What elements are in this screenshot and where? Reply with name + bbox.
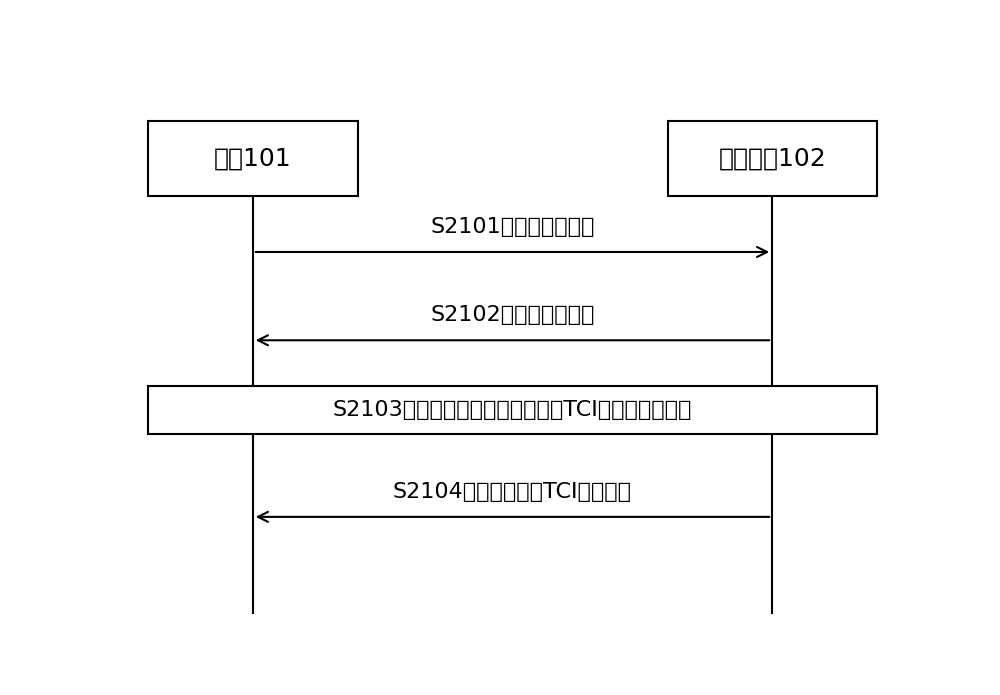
Bar xyxy=(668,121,877,196)
Text: 终端101: 终端101 xyxy=(214,147,292,170)
Text: S2103、根据终端能力确定激活的TCI状态的应用时机: S2103、根据终端能力确定激活的TCI状态的应用时机 xyxy=(333,400,692,420)
Text: S2104、基于激活的TCI状态通信: S2104、基于激活的TCI状态通信 xyxy=(393,482,632,502)
Text: S2101、发送能力信息: S2101、发送能力信息 xyxy=(430,217,595,237)
Text: 网络设备102: 网络设备102 xyxy=(718,147,826,170)
Bar xyxy=(148,121,358,196)
Bar xyxy=(148,386,877,434)
Text: S2102、发送指示信息: S2102、发送指示信息 xyxy=(430,305,595,325)
